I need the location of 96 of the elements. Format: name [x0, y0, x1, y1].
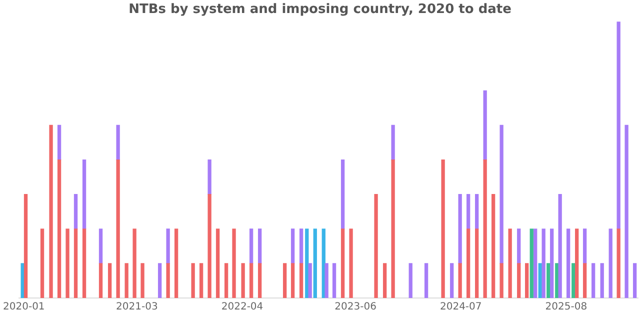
x-tick-label: 2024-07 — [440, 302, 482, 313]
bar — [382, 263, 387, 298]
bar — [466, 228, 470, 298]
bar — [216, 228, 220, 298]
bar — [82, 228, 86, 298]
bar — [258, 263, 262, 298]
bar — [290, 263, 295, 298]
bar — [517, 228, 521, 264]
x-tick-label: 2023-06 — [334, 302, 376, 313]
bar — [475, 228, 479, 298]
bar — [282, 263, 287, 298]
bar — [108, 263, 112, 298]
bar — [241, 263, 245, 298]
x-tick-label: 2020-01 — [3, 302, 45, 313]
bar — [313, 228, 317, 298]
bar — [582, 228, 587, 264]
bar — [466, 194, 470, 230]
bar — [232, 228, 236, 298]
bar — [616, 22, 620, 230]
bar — [324, 263, 328, 298]
bar — [591, 263, 596, 298]
bar — [132, 228, 136, 298]
bar — [82, 159, 86, 230]
bar — [616, 228, 620, 298]
bar — [566, 228, 570, 298]
bar — [40, 228, 44, 298]
bar — [57, 159, 62, 298]
bar — [391, 159, 395, 298]
bar — [258, 228, 262, 264]
bar — [500, 263, 504, 298]
bar — [391, 124, 395, 160]
bar — [199, 263, 204, 298]
bar — [24, 194, 28, 298]
bar — [450, 263, 454, 298]
bar — [483, 90, 487, 160]
bar — [74, 228, 78, 298]
chart-title: NTBs by system and imposing country, 2020 to date — [128, 2, 512, 18]
bar — [508, 228, 512, 298]
x-tick-label: 2025-08 — [545, 302, 588, 313]
bar — [483, 159, 487, 298]
bar — [124, 263, 128, 298]
bar — [74, 194, 78, 230]
bar — [517, 263, 521, 298]
bar — [575, 228, 579, 298]
bar — [550, 228, 554, 298]
bar — [224, 263, 228, 298]
bar — [546, 263, 550, 298]
bar — [20, 263, 24, 298]
bar — [534, 228, 538, 298]
bar — [525, 263, 529, 298]
bar — [608, 228, 612, 298]
x-tick-label: 2022-04 — [221, 302, 264, 313]
bar — [49, 124, 53, 298]
bar — [249, 263, 254, 298]
bar — [600, 263, 604, 298]
bar — [374, 194, 378, 298]
bar — [332, 263, 336, 298]
bar — [66, 228, 70, 298]
bar — [538, 263, 542, 298]
bar — [98, 228, 103, 264]
bar — [558, 194, 562, 298]
bar — [424, 263, 428, 298]
bar — [140, 263, 144, 298]
bar — [582, 263, 587, 298]
x-tick-label: 2021-03 — [116, 302, 158, 313]
bar — [500, 124, 504, 264]
bar — [158, 263, 162, 298]
bar — [166, 263, 170, 298]
bar — [530, 228, 534, 298]
bar — [441, 159, 445, 298]
bar — [174, 228, 178, 298]
bar — [57, 124, 62, 160]
bar — [408, 263, 412, 298]
bar — [208, 159, 212, 195]
bar — [572, 263, 576, 298]
bar — [458, 194, 462, 264]
bar — [191, 263, 195, 298]
bar — [249, 228, 254, 264]
bar — [308, 263, 312, 298]
bar — [299, 228, 304, 264]
bar — [340, 228, 345, 298]
bar — [542, 228, 546, 298]
bar — [166, 228, 170, 264]
bar — [632, 263, 637, 298]
bar — [299, 263, 304, 298]
bar — [491, 194, 496, 298]
bar — [475, 194, 479, 230]
bar — [349, 228, 353, 298]
bar — [98, 263, 103, 298]
bar — [458, 263, 462, 298]
bar — [340, 159, 345, 230]
bar — [116, 124, 120, 160]
bar — [208, 194, 212, 298]
bar — [116, 159, 120, 298]
bar — [624, 124, 628, 298]
bar — [290, 228, 295, 264]
